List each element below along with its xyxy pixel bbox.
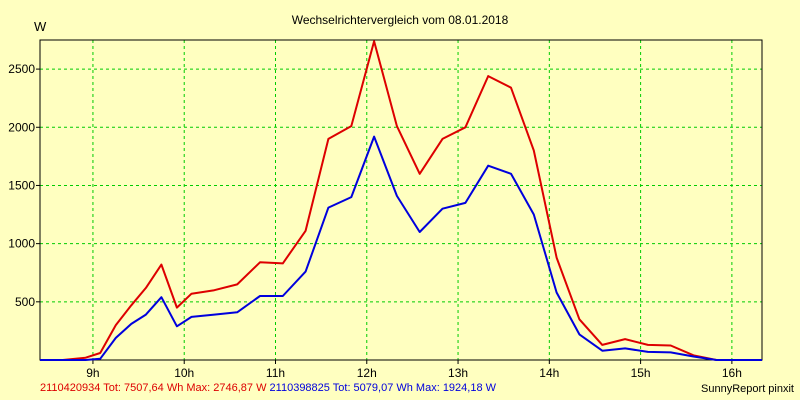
legend-series-1: 2110420934 Tot: 7507,64 Wh Max: 2746,87 … (40, 382, 267, 394)
x-tick-label: 10h (174, 366, 194, 380)
x-tick-label: 9h (86, 366, 99, 380)
series-line-2110420934 (40, 40, 762, 361)
x-tick-label: 13h (448, 366, 468, 380)
legend-series-2: 2110398825 Tot: 5079,07 Wh Max: 1924,18 … (269, 382, 497, 394)
x-tick-label: 12h (357, 366, 377, 380)
y-tick-label: 2000 (8, 120, 35, 134)
series-layer (40, 40, 762, 361)
series-line-2110398825 (40, 135, 762, 361)
tick-layer: 500 1000 1500 2000 2500 9h 10h 11h 12h 13h 14h 15h 1… (8, 62, 742, 380)
y-tick-label: 500 (15, 295, 35, 309)
grid-layer (40, 40, 762, 360)
footer-legend: 2110420934 Tot: 7507,64 Wh Max: 2746,87 … (40, 382, 496, 394)
y-axis-label: W (34, 19, 47, 34)
y-tick-label: 1500 (8, 178, 35, 192)
x-tick-label: 15h (631, 366, 651, 380)
x-tick-label: 16h (722, 366, 742, 380)
y-tick-label: 2500 (8, 62, 35, 76)
chart-title: Wechselrichtervergleich vom 08.01.2018 (292, 13, 509, 27)
footer-credit: SunnyReport pinxit (701, 383, 794, 395)
x-tick-label: 11h (266, 366, 285, 380)
y-tick-label: 1000 (8, 237, 35, 251)
x-tick-label: 14h (539, 366, 559, 380)
plot-frame (39, 39, 763, 361)
